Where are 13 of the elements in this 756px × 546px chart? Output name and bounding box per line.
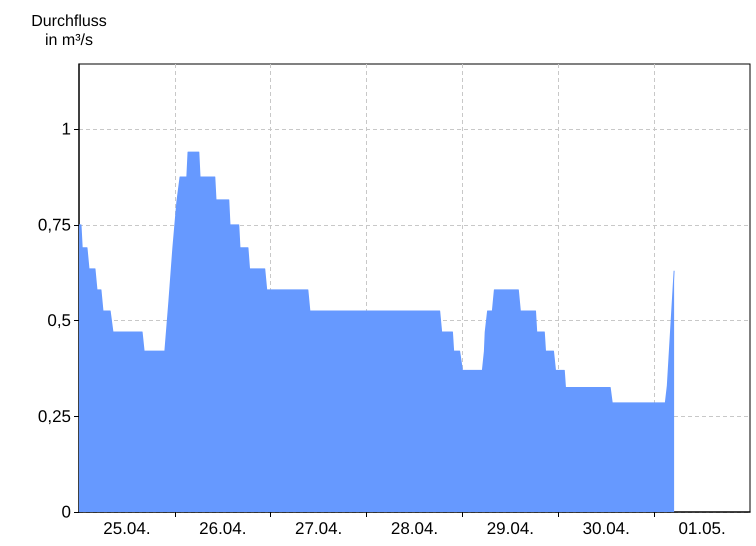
x-tick-label: 27.04. [295, 519, 342, 538]
y-tick-label: 1 [62, 120, 71, 139]
y-tick-label: 0,75 [38, 215, 71, 234]
x-tick-label: 28.04. [390, 519, 438, 538]
y-axis-title: Durchfluss in m³/s [31, 13, 107, 49]
y-tick-label: 0 [62, 502, 71, 522]
y-tick-label: 0,25 [38, 406, 71, 426]
y-tick-label: 0,5 [47, 311, 71, 330]
x-tick-label: 26.04. [199, 519, 246, 538]
x-tick-label: 25.04. [103, 519, 151, 538]
x-tick-label: 29.04. [486, 519, 534, 538]
x-tick-label: 01.05. [678, 519, 726, 538]
x-tick-label: 30.04. [582, 519, 630, 538]
